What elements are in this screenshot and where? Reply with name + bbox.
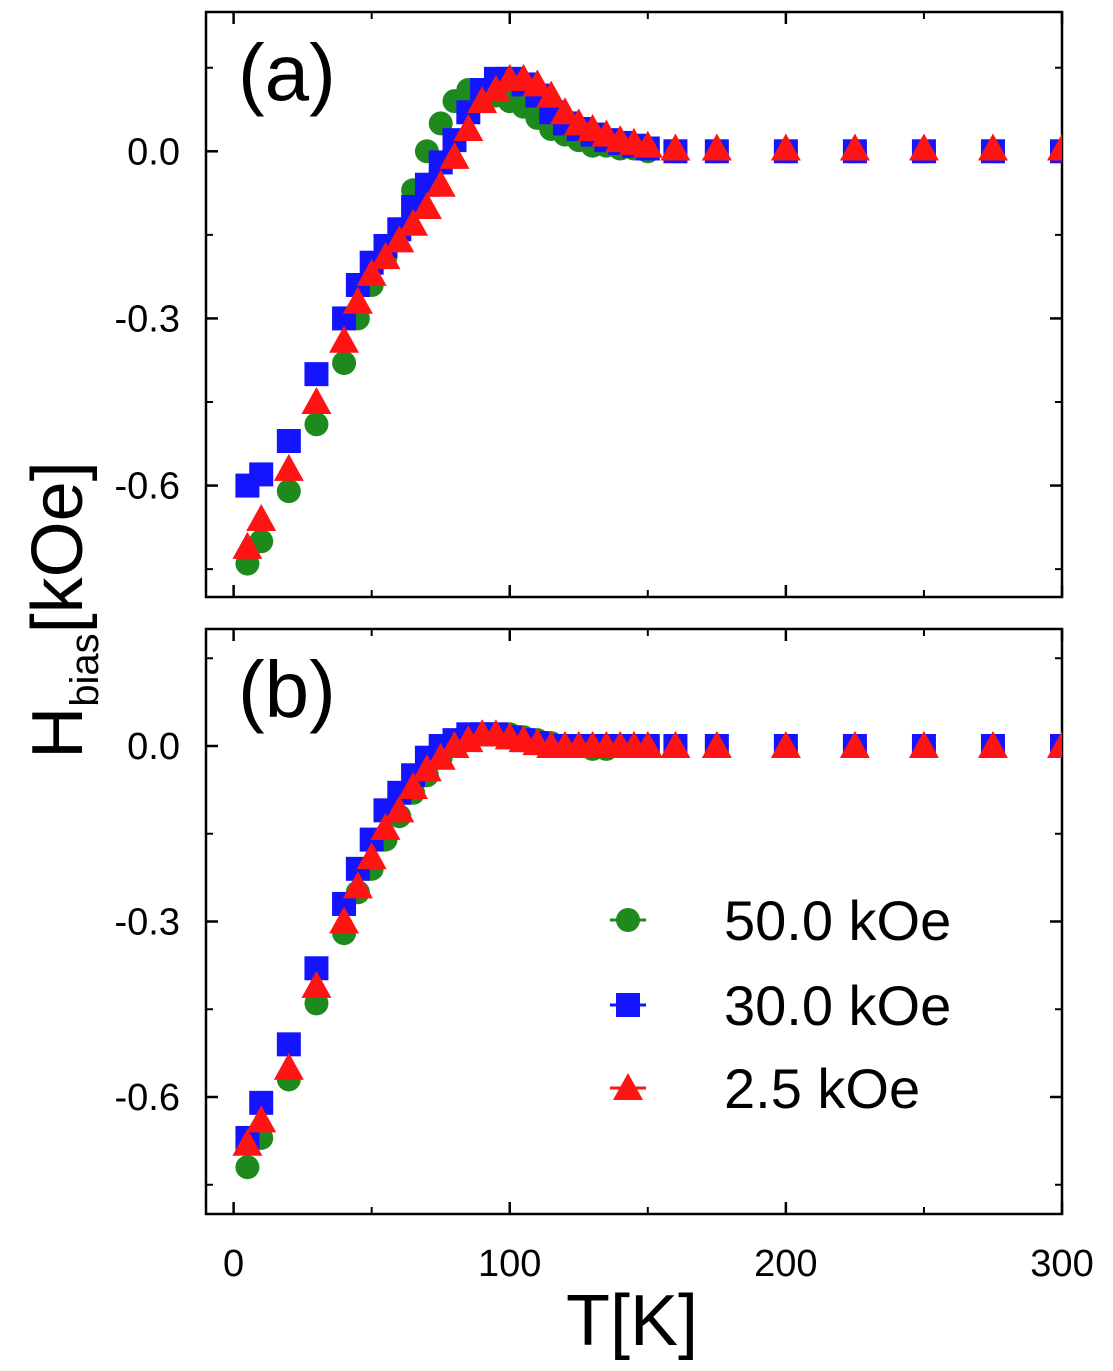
data-point-circle [304, 412, 329, 437]
data-point-triangle [453, 114, 484, 141]
data-point-triangle [549, 97, 580, 125]
data-point-triangle [660, 731, 691, 758]
data-point-triangle [522, 69, 553, 97]
data-point-triangle [770, 133, 801, 161]
panel-a: 0.0 -0.3 -0.6 (a) [115, 10, 1064, 599]
panel-label: (b) [238, 645, 336, 734]
y-tick-label: -0.3 [115, 298, 180, 340]
data-point-triangle [329, 906, 360, 934]
data-point-triangle [1047, 731, 1062, 758]
data-point-triangle [301, 387, 332, 414]
data-point-triangle [246, 1105, 277, 1133]
legend-label: 2.5 kOe [724, 1057, 920, 1120]
data-point-triangle [356, 842, 387, 870]
data-point-triangle [356, 258, 387, 286]
data-point-triangle [246, 504, 277, 531]
y-axis-title-unit: [kOe] [18, 461, 98, 633]
x-axis-title: T[K] [566, 1281, 698, 1361]
data-point-triangle [232, 531, 263, 559]
x-tick-label: 100 [478, 1243, 541, 1285]
data-point-circle [276, 479, 301, 504]
data-point-triangle [977, 731, 1008, 758]
data-point-triangle [770, 731, 801, 758]
y-tick-label: 0.0 [127, 726, 180, 768]
x-tick-label: 0 [223, 1243, 244, 1285]
data-point-triangle [370, 242, 401, 270]
y-tick-label: -0.6 [115, 466, 180, 508]
data-point-triangle [701, 133, 732, 161]
data-point-triangle [839, 133, 870, 161]
data-point-triangle [425, 169, 456, 197]
y-tick-label: -0.3 [115, 902, 180, 944]
data-point-triangle [908, 731, 939, 758]
legend: 50.0 kOe 30.0 kOe 2.5 kOe [610, 889, 951, 1120]
data-point-circle [235, 1155, 260, 1180]
data-point-triangle [273, 453, 304, 481]
data-point-triangle [384, 225, 415, 253]
y-axis-title-main: H [18, 707, 98, 759]
legend-label: 50.0 kOe [724, 889, 951, 952]
panel-label: (a) [238, 28, 336, 117]
data-point-triangle [329, 325, 360, 353]
data-point-triangle [977, 133, 1008, 161]
legend-marker-triangle [613, 1073, 643, 1100]
legend-marker-square [616, 993, 640, 1017]
y-tick-label: 0.0 [127, 131, 180, 173]
data-point-triangle [632, 130, 663, 158]
y-axis-title: Hbias[kOe] [18, 461, 107, 758]
data-point-triangle [411, 192, 442, 219]
data-point-triangle [701, 731, 732, 758]
data-point-triangle [632, 731, 663, 758]
legend-marker-circle [616, 908, 640, 932]
data-point-triangle [660, 133, 691, 161]
data-point-triangle [1047, 133, 1062, 161]
data-points [232, 63, 1062, 576]
data-point-square [276, 1032, 301, 1057]
panel-b: 0 100 200 300 0.0 -0.3 -0.6 (b) [115, 627, 1094, 1285]
data-point-triangle [908, 133, 939, 161]
data-point-triangle [384, 795, 415, 823]
series-triangle [232, 719, 1062, 1156]
data-point-triangle [439, 141, 470, 169]
data-point-square [249, 462, 274, 487]
data-point-triangle [398, 771, 429, 799]
y-axis-title-sub: bias [63, 633, 107, 706]
data-point-triangle [301, 970, 332, 998]
data-point-triangle [536, 80, 567, 108]
data-point-triangle [480, 75, 511, 102]
data-point-square [276, 429, 301, 453]
data-point-triangle [467, 86, 498, 114]
data-point-triangle [273, 1052, 304, 1080]
plot-frame [204, 10, 1064, 599]
legend-label: 30.0 kOe [724, 974, 951, 1037]
data-point-triangle [398, 208, 429, 236]
data-point-triangle [342, 871, 373, 899]
data-point-triangle [370, 812, 401, 840]
data-point-triangle [342, 286, 373, 314]
data-point-triangle [839, 731, 870, 758]
series-triangle [232, 63, 1062, 559]
data-point-circle [332, 351, 357, 375]
x-tick-label: 300 [1030, 1243, 1093, 1285]
data-point-triangle [232, 1128, 263, 1156]
data-point-square [304, 362, 329, 387]
y-tick-label: -0.6 [115, 1077, 180, 1119]
x-tick-label: 200 [754, 1243, 817, 1285]
data-points [232, 719, 1062, 1180]
